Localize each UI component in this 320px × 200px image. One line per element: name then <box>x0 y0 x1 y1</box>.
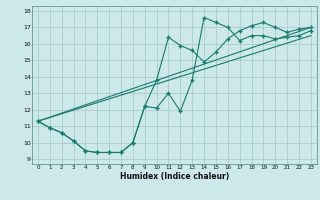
X-axis label: Humidex (Indice chaleur): Humidex (Indice chaleur) <box>120 172 229 181</box>
